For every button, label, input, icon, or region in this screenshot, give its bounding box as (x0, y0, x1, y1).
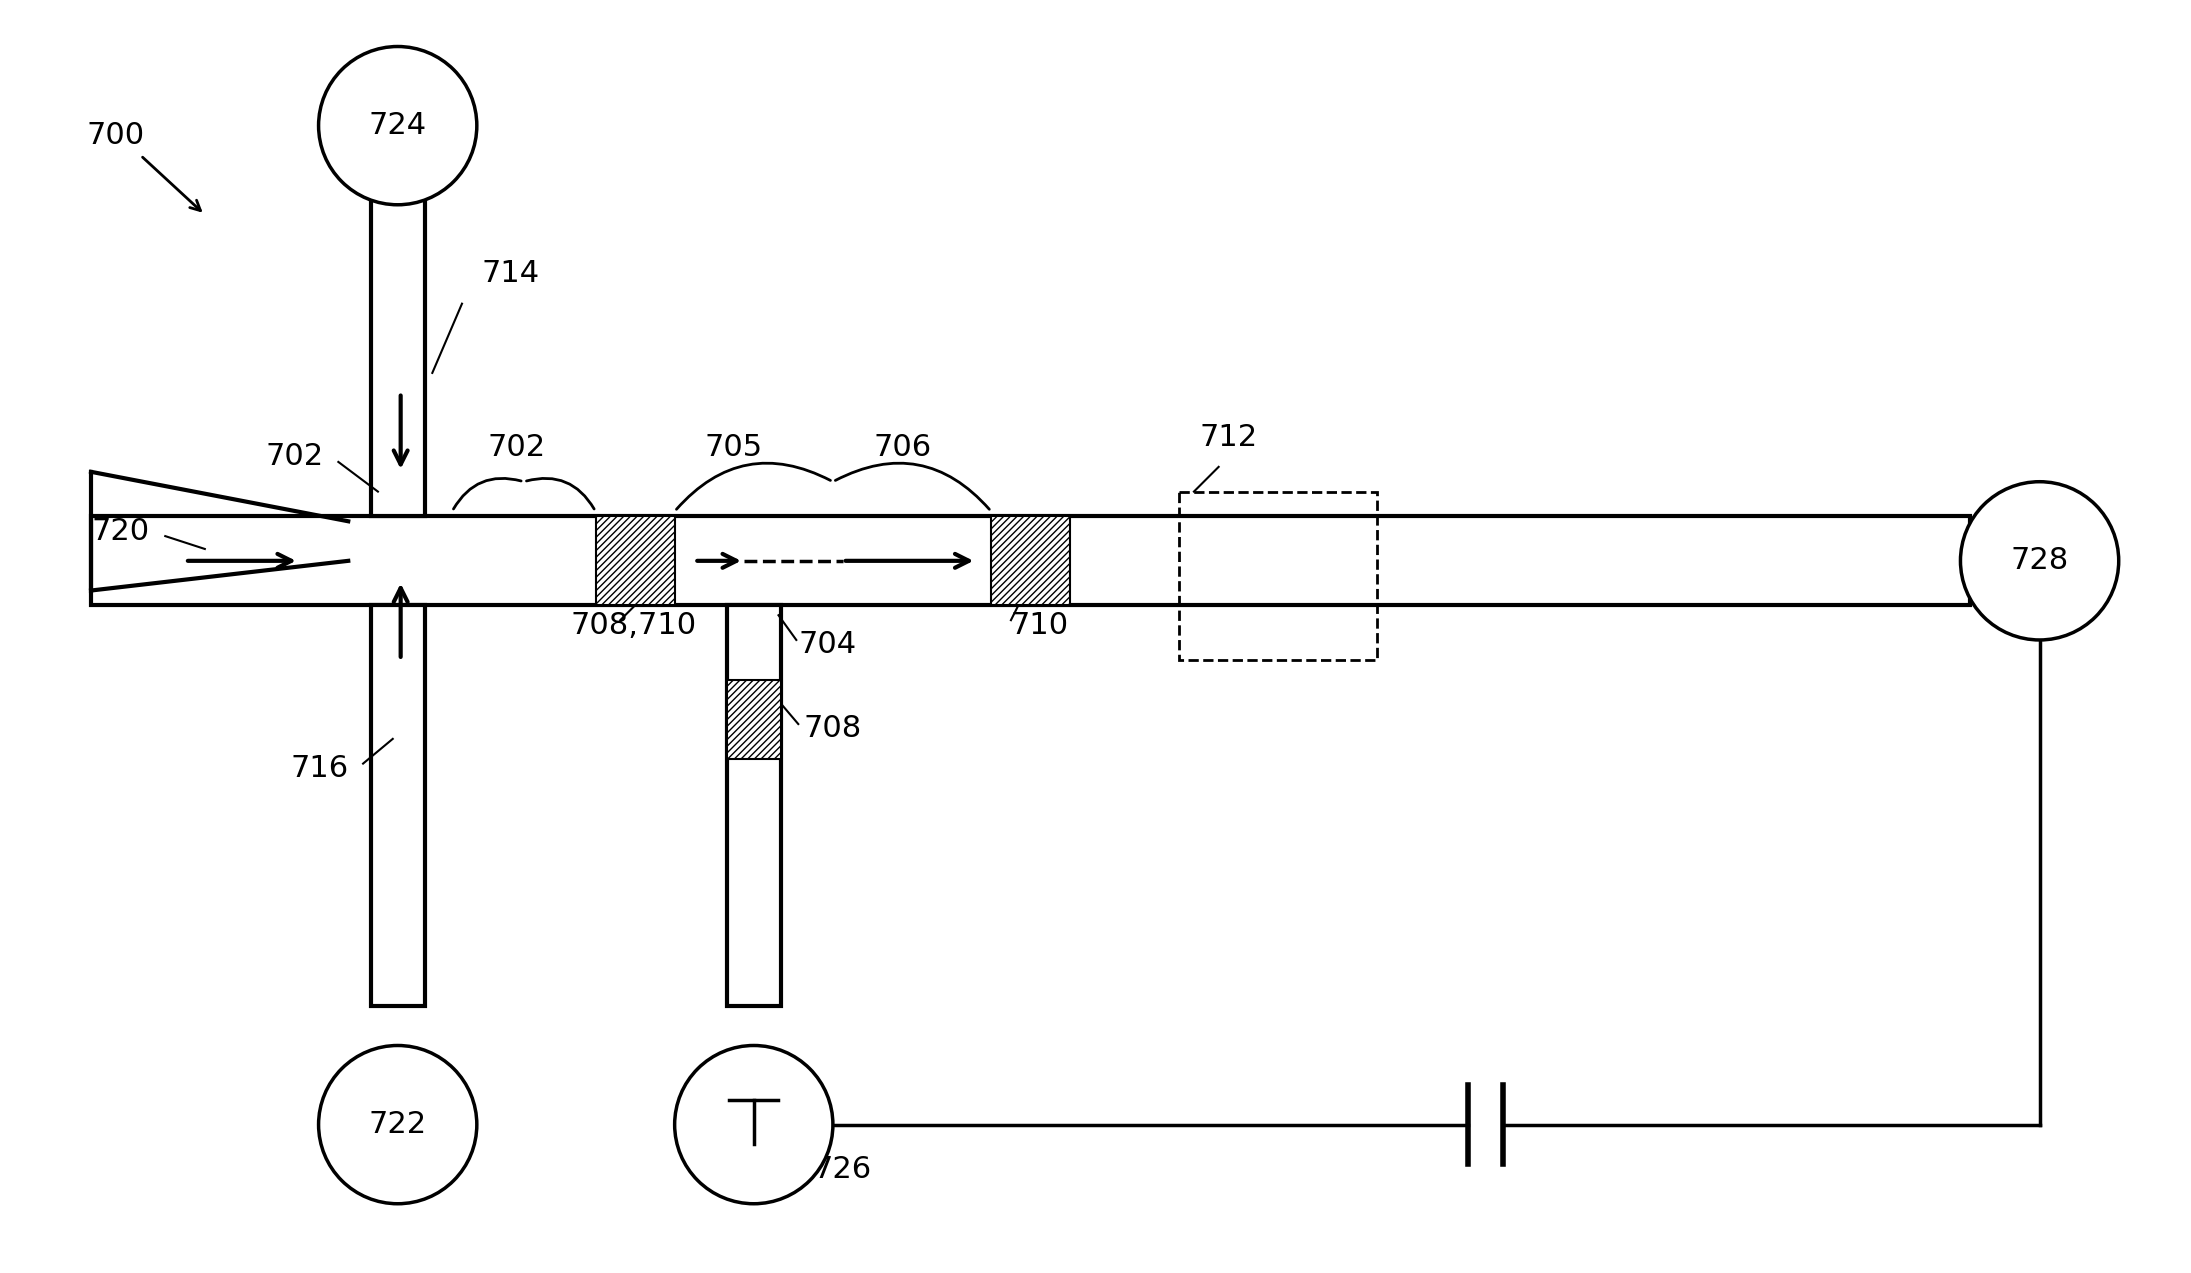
Circle shape (318, 1045, 478, 1204)
Bar (370, 179, 425, 517)
Text: 706: 706 (872, 433, 931, 462)
Circle shape (1961, 481, 2119, 640)
Bar (596, 517, 675, 606)
Text: 708: 708 (804, 714, 861, 743)
Bar (1179, 491, 1376, 659)
Text: 710: 710 (1010, 611, 1069, 639)
Text: 720: 720 (92, 517, 149, 546)
Text: 728: 728 (2011, 546, 2068, 575)
Bar (727, 680, 782, 759)
Circle shape (675, 1045, 833, 1204)
Bar (92, 517, 1970, 606)
Text: 705: 705 (706, 433, 762, 462)
Text: 714: 714 (482, 260, 539, 289)
Bar (727, 606, 782, 1006)
Text: 702: 702 (486, 433, 546, 462)
Text: 716: 716 (289, 754, 348, 783)
Text: 702: 702 (265, 443, 324, 471)
Text: 724: 724 (368, 111, 427, 140)
Text: 700: 700 (85, 121, 145, 150)
Bar (990, 517, 1069, 606)
Text: 712: 712 (1198, 423, 1258, 452)
Text: 704: 704 (798, 630, 857, 659)
Circle shape (318, 47, 478, 205)
Text: 726: 726 (813, 1155, 872, 1184)
Text: 722: 722 (368, 1110, 427, 1139)
Bar (370, 606, 425, 1006)
Text: 708,710: 708,710 (572, 611, 697, 639)
